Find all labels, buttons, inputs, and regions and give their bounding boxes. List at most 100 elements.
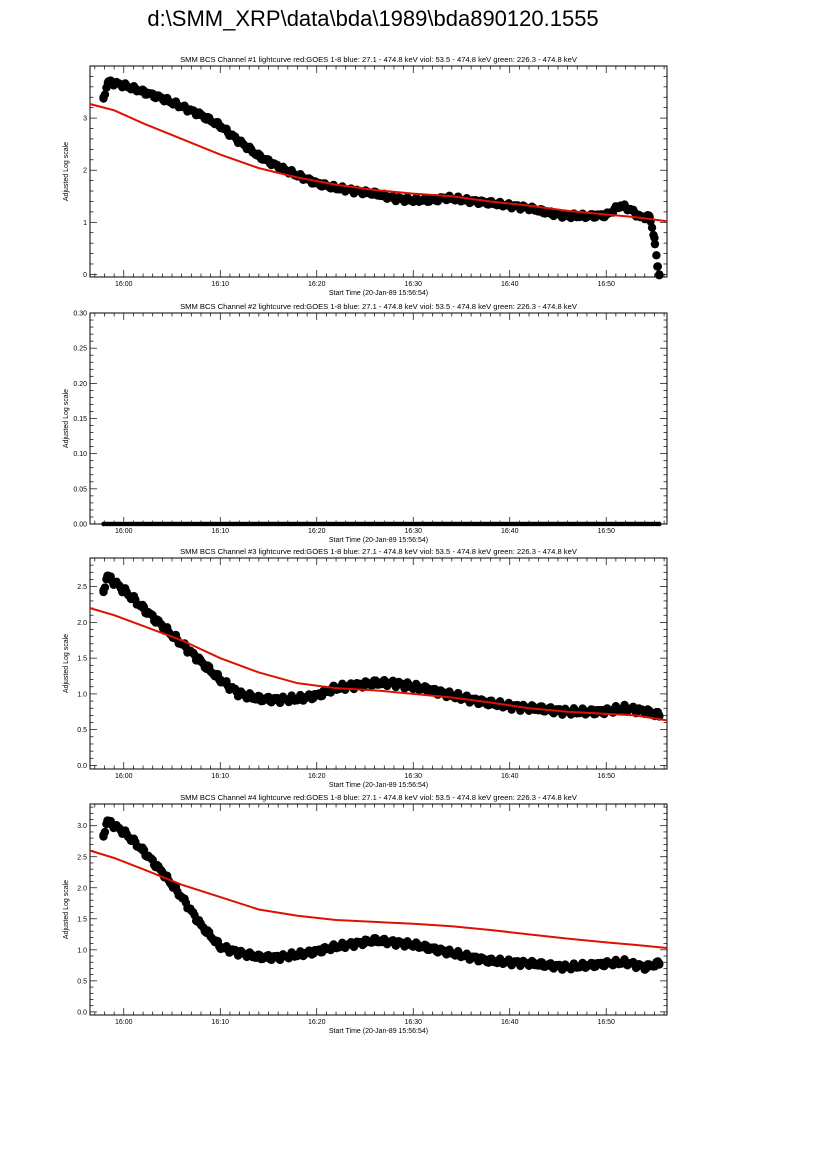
bcs-data-series [101, 521, 662, 527]
x-tick-label: 16:00 [115, 528, 133, 535]
data-point [582, 211, 592, 221]
panel-channel-4: SMM BCS Channel #4 lightcurve red:GOES 1… [63, 793, 668, 1035]
y-tick-label: 2.0 [77, 620, 87, 627]
data-point [657, 521, 662, 527]
panel-title: SMM BCS Channel #4 lightcurve red:GOES 1… [180, 793, 578, 802]
bcs-data-series [99, 76, 664, 280]
data-point [351, 939, 360, 948]
data-point [524, 959, 534, 968]
y-tick-label: 0.5 [77, 727, 87, 734]
x-tick-label: 16:50 [597, 281, 615, 288]
bcs-data-series [99, 816, 664, 974]
plot-frame [89, 557, 668, 770]
data-point [640, 706, 650, 716]
x-tick-label: 16:10 [211, 773, 229, 780]
y-tick-label: 3.0 [77, 823, 87, 830]
panel-channel-2: SMM BCS Channel #2 lightcurve red:GOES 1… [63, 302, 668, 544]
data-point [119, 81, 128, 90]
y-tick-label: 0.0 [77, 763, 87, 770]
x-tick-label: 16:20 [308, 773, 326, 780]
data-point [652, 251, 661, 260]
data-point [104, 77, 113, 86]
x-tick-label: 16:50 [597, 1019, 615, 1026]
y-tick-label: 0.05 [73, 486, 87, 493]
goes-series-line [90, 103, 667, 223]
data-point [409, 196, 418, 205]
x-tick-label: 16:30 [404, 1019, 422, 1026]
x-axis-label: Start Time (20-Jan-89 15:56:54) [329, 1028, 428, 1035]
data-point [158, 621, 167, 631]
y-tick-label: 1.0 [77, 947, 87, 954]
panel-channel-1: SMM BCS Channel #1 lightcurve red:GOES 1… [63, 55, 668, 297]
x-tick-label: 16:40 [501, 281, 519, 288]
data-point [235, 948, 244, 958]
data-point [389, 938, 399, 947]
y-tick-label: 0.30 [73, 311, 87, 318]
data-point [389, 678, 399, 688]
data-point [99, 830, 108, 840]
data-point [158, 868, 167, 877]
y-tick-label: 0.5 [77, 978, 87, 985]
y-tick-label: 0.20 [73, 381, 87, 388]
data-point [312, 946, 321, 956]
x-axis-label: Start Time (20-Jan-89 15:56:54) [329, 782, 428, 789]
data-point [138, 846, 148, 855]
plot-area [90, 76, 667, 280]
data-point [235, 137, 244, 146]
data-point [621, 958, 630, 967]
bcs-data-series [99, 571, 664, 721]
y-axis-label: Adjusted Log scale [63, 880, 70, 939]
data-point [99, 93, 108, 102]
x-tick-label: 16:30 [404, 281, 422, 288]
y-tick-label: 1.5 [77, 656, 87, 663]
x-tick-label: 16:20 [308, 281, 326, 288]
plot-area [90, 571, 667, 722]
data-point [196, 110, 206, 120]
y-axis-label: Adjusted Log scale [63, 389, 70, 448]
x-tick-label: 16:10 [211, 1019, 229, 1026]
data-point [655, 270, 664, 279]
data-point [563, 963, 572, 972]
x-tick-label: 16:20 [308, 1019, 326, 1026]
y-tick-label: 0.00 [73, 522, 87, 529]
data-point [351, 681, 360, 690]
data-point [216, 942, 225, 951]
data-point [428, 686, 437, 695]
data-point [563, 211, 572, 221]
x-tick-label: 16:30 [404, 528, 422, 535]
data-point [409, 940, 418, 950]
x-tick-label: 16:00 [115, 281, 133, 288]
data-point [466, 953, 476, 962]
data-point [389, 194, 399, 203]
data-point [103, 816, 112, 825]
data-point [119, 585, 128, 595]
plot-frame [89, 803, 668, 1016]
data-point [655, 959, 664, 968]
y-tick-label: 3 [83, 116, 87, 123]
y-tick-label: 0.0 [77, 1009, 87, 1016]
data-point [370, 678, 379, 688]
data-point [331, 942, 341, 951]
data-point [138, 603, 148, 613]
y-tick-label: 0.10 [73, 451, 87, 458]
data-point [273, 162, 283, 171]
data-point [428, 944, 437, 953]
data-point [626, 205, 635, 214]
data-point [582, 961, 592, 970]
y-tick-label: 2.5 [77, 854, 87, 861]
panel-channel-3: SMM BCS Channel #3 lightcurve red:GOES 1… [63, 547, 668, 789]
data-point [196, 657, 206, 666]
y-tick-label: 0.25 [73, 346, 87, 353]
goes-series-line [90, 607, 667, 722]
data-point [505, 958, 514, 967]
x-tick-label: 16:00 [115, 773, 133, 780]
data-point [650, 233, 659, 243]
data-point [602, 959, 611, 968]
y-tick-label: 0.15 [73, 416, 87, 423]
data-point [273, 953, 283, 962]
data-point [640, 963, 650, 972]
data-point [177, 892, 186, 902]
y-tick-label: 1.5 [77, 916, 87, 923]
x-tick-label: 16:40 [501, 773, 519, 780]
